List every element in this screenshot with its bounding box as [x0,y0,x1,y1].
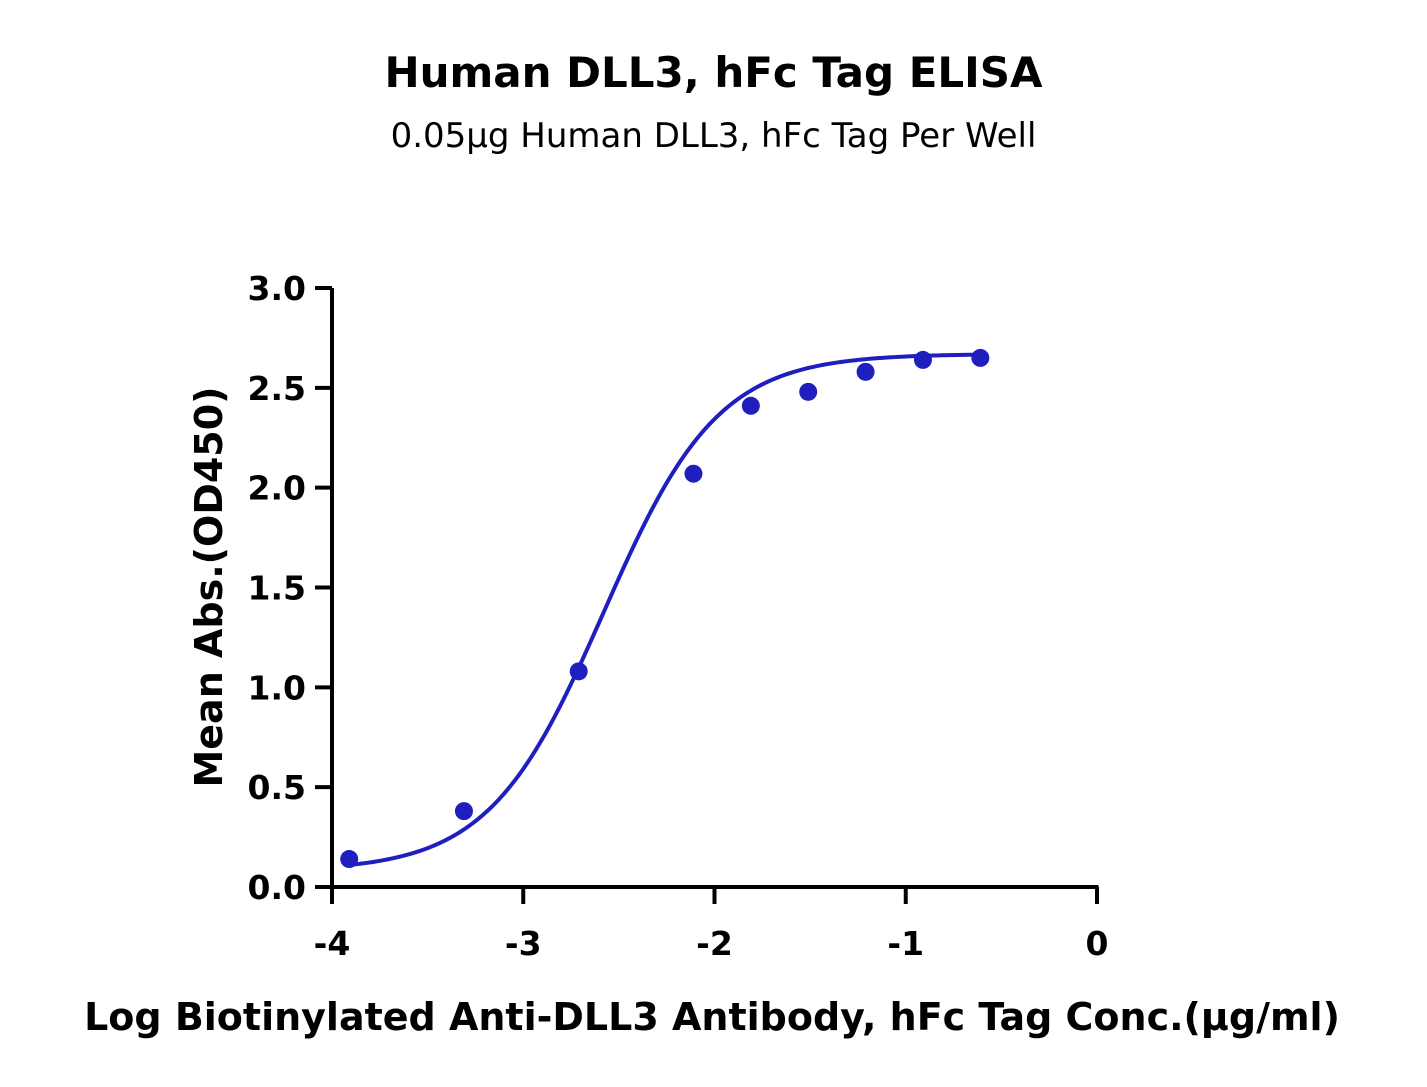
y-tick-label: 1.5 [248,569,306,608]
data-point [913,350,932,369]
y-tick-label: 0.5 [248,768,306,807]
y-tick-label: 1.0 [248,668,306,707]
chart-subtitle: 0.05μg Human DLL3, hFc Tag Per Well [390,116,1037,156]
x-tick-label: 0 [1086,924,1109,963]
x-tick-label: -3 [505,924,542,963]
y-axis-ticks: 0.0 0.5 1.0 1.5 2.0 2.5 3.0 [248,269,332,907]
x-tick-label: -1 [887,924,924,963]
y-tick-label: 0.0 [248,868,306,907]
chart-title: Human DLL3, hFc Tag ELISA [384,48,1043,97]
y-tick-label: 3.0 [248,269,306,308]
y-axis-label: Mean Abs.(OD450) [187,386,231,787]
fit-curve [348,352,981,867]
x-axis-ticks: -4 -3 -2 -1 0 [314,887,1109,963]
data-point [569,662,588,681]
data-point [971,348,990,367]
y-tick-label: 2.5 [248,369,306,408]
data-point [454,802,473,821]
data-point [856,362,875,381]
axes [330,288,1099,889]
data-point [741,396,760,415]
data-point [684,464,703,483]
x-tick-label: -4 [314,924,351,963]
x-axis-label: Log Biotinylated Anti-DLL3 Antibody, hFc… [84,995,1340,1039]
x-tick-label: -2 [696,924,733,963]
y-tick-label: 2.0 [248,469,306,508]
data-points [340,348,990,869]
data-point [799,382,818,401]
data-point [340,850,359,869]
